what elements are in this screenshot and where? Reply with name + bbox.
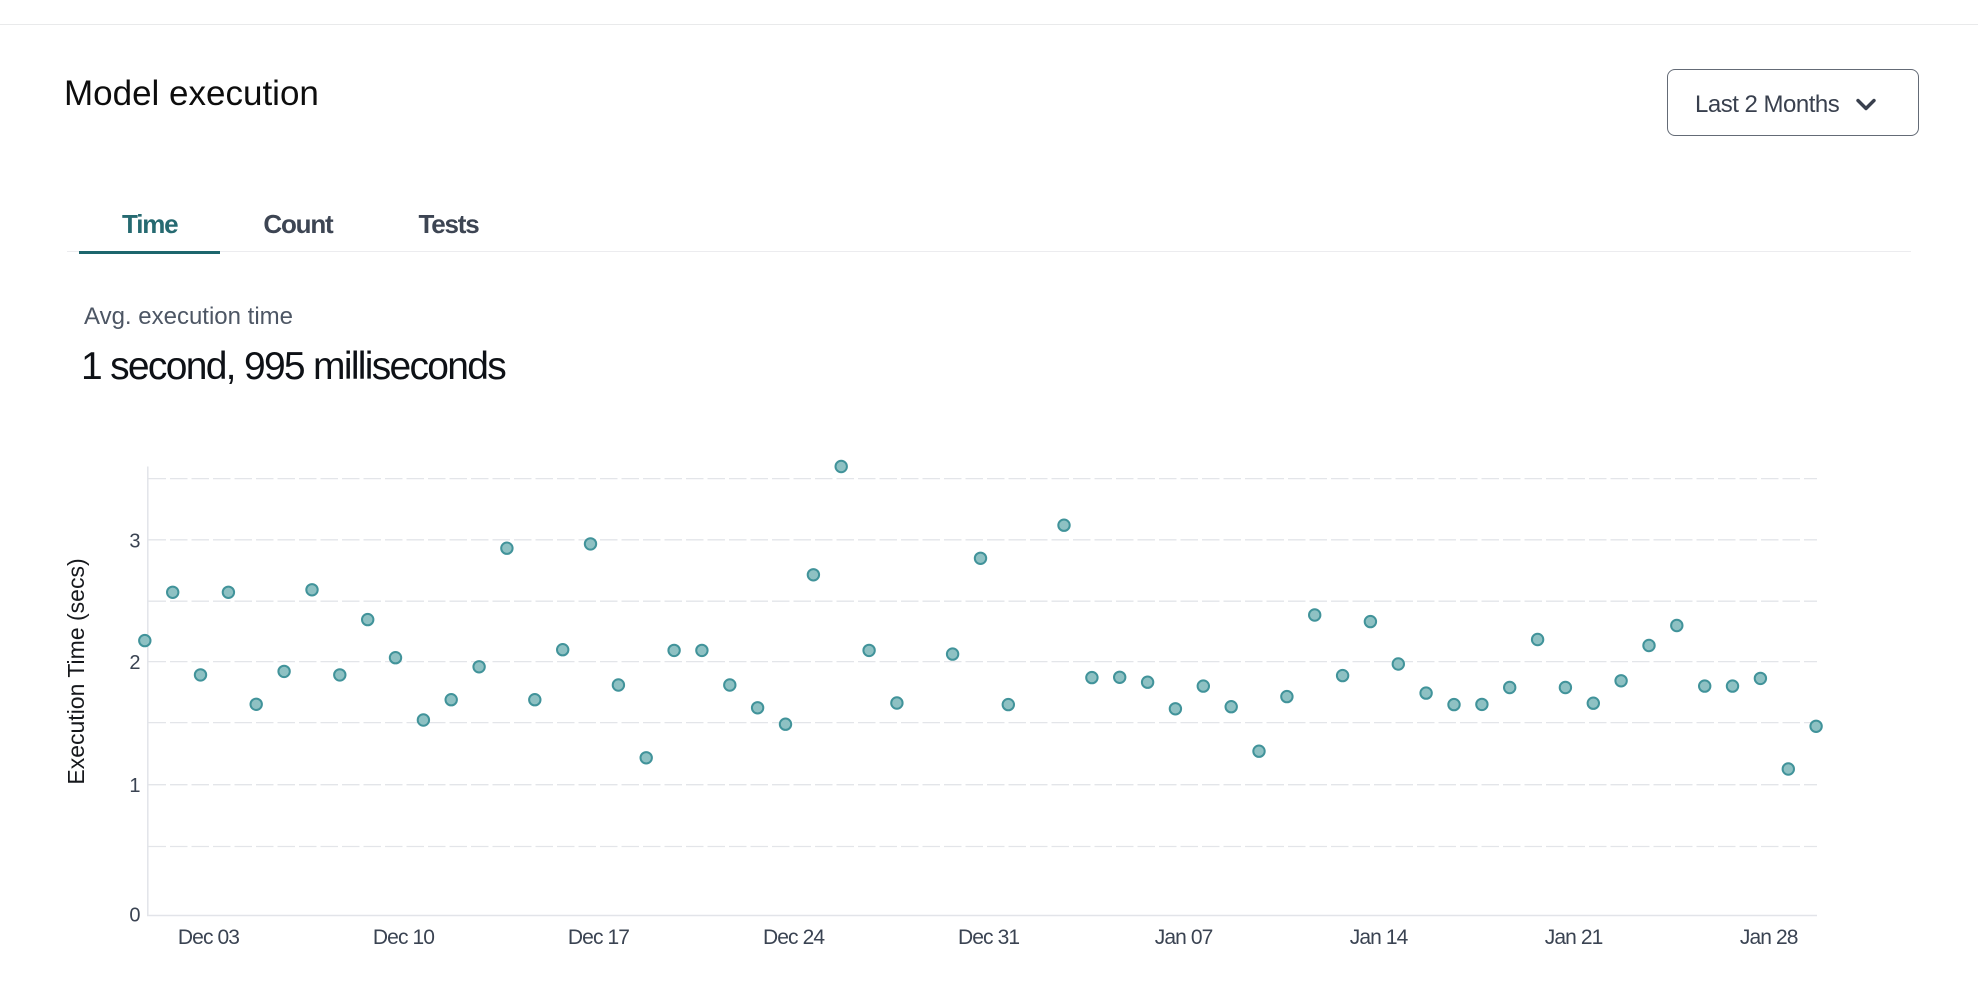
svg-text:Jan 21: Jan 21 [1545, 926, 1603, 949]
svg-text:Jan 28: Jan 28 [1740, 926, 1798, 949]
svg-text:Jan 14: Jan 14 [1350, 926, 1409, 949]
svg-text:1: 1 [129, 775, 140, 797]
svg-text:Dec 10: Dec 10 [373, 926, 434, 949]
svg-text:3: 3 [129, 530, 140, 552]
svg-text:Dec 24: Dec 24 [763, 926, 825, 949]
svg-text:2: 2 [129, 652, 140, 674]
svg-text:Dec 17: Dec 17 [568, 926, 629, 949]
svg-text:0: 0 [129, 905, 140, 927]
svg-text:Dec 03: Dec 03 [178, 926, 239, 949]
svg-text:Dec 31: Dec 31 [958, 926, 1019, 949]
svg-text:Jan 07: Jan 07 [1155, 926, 1213, 949]
svg-text:Execution Time (secs): Execution Time (secs) [63, 558, 89, 784]
